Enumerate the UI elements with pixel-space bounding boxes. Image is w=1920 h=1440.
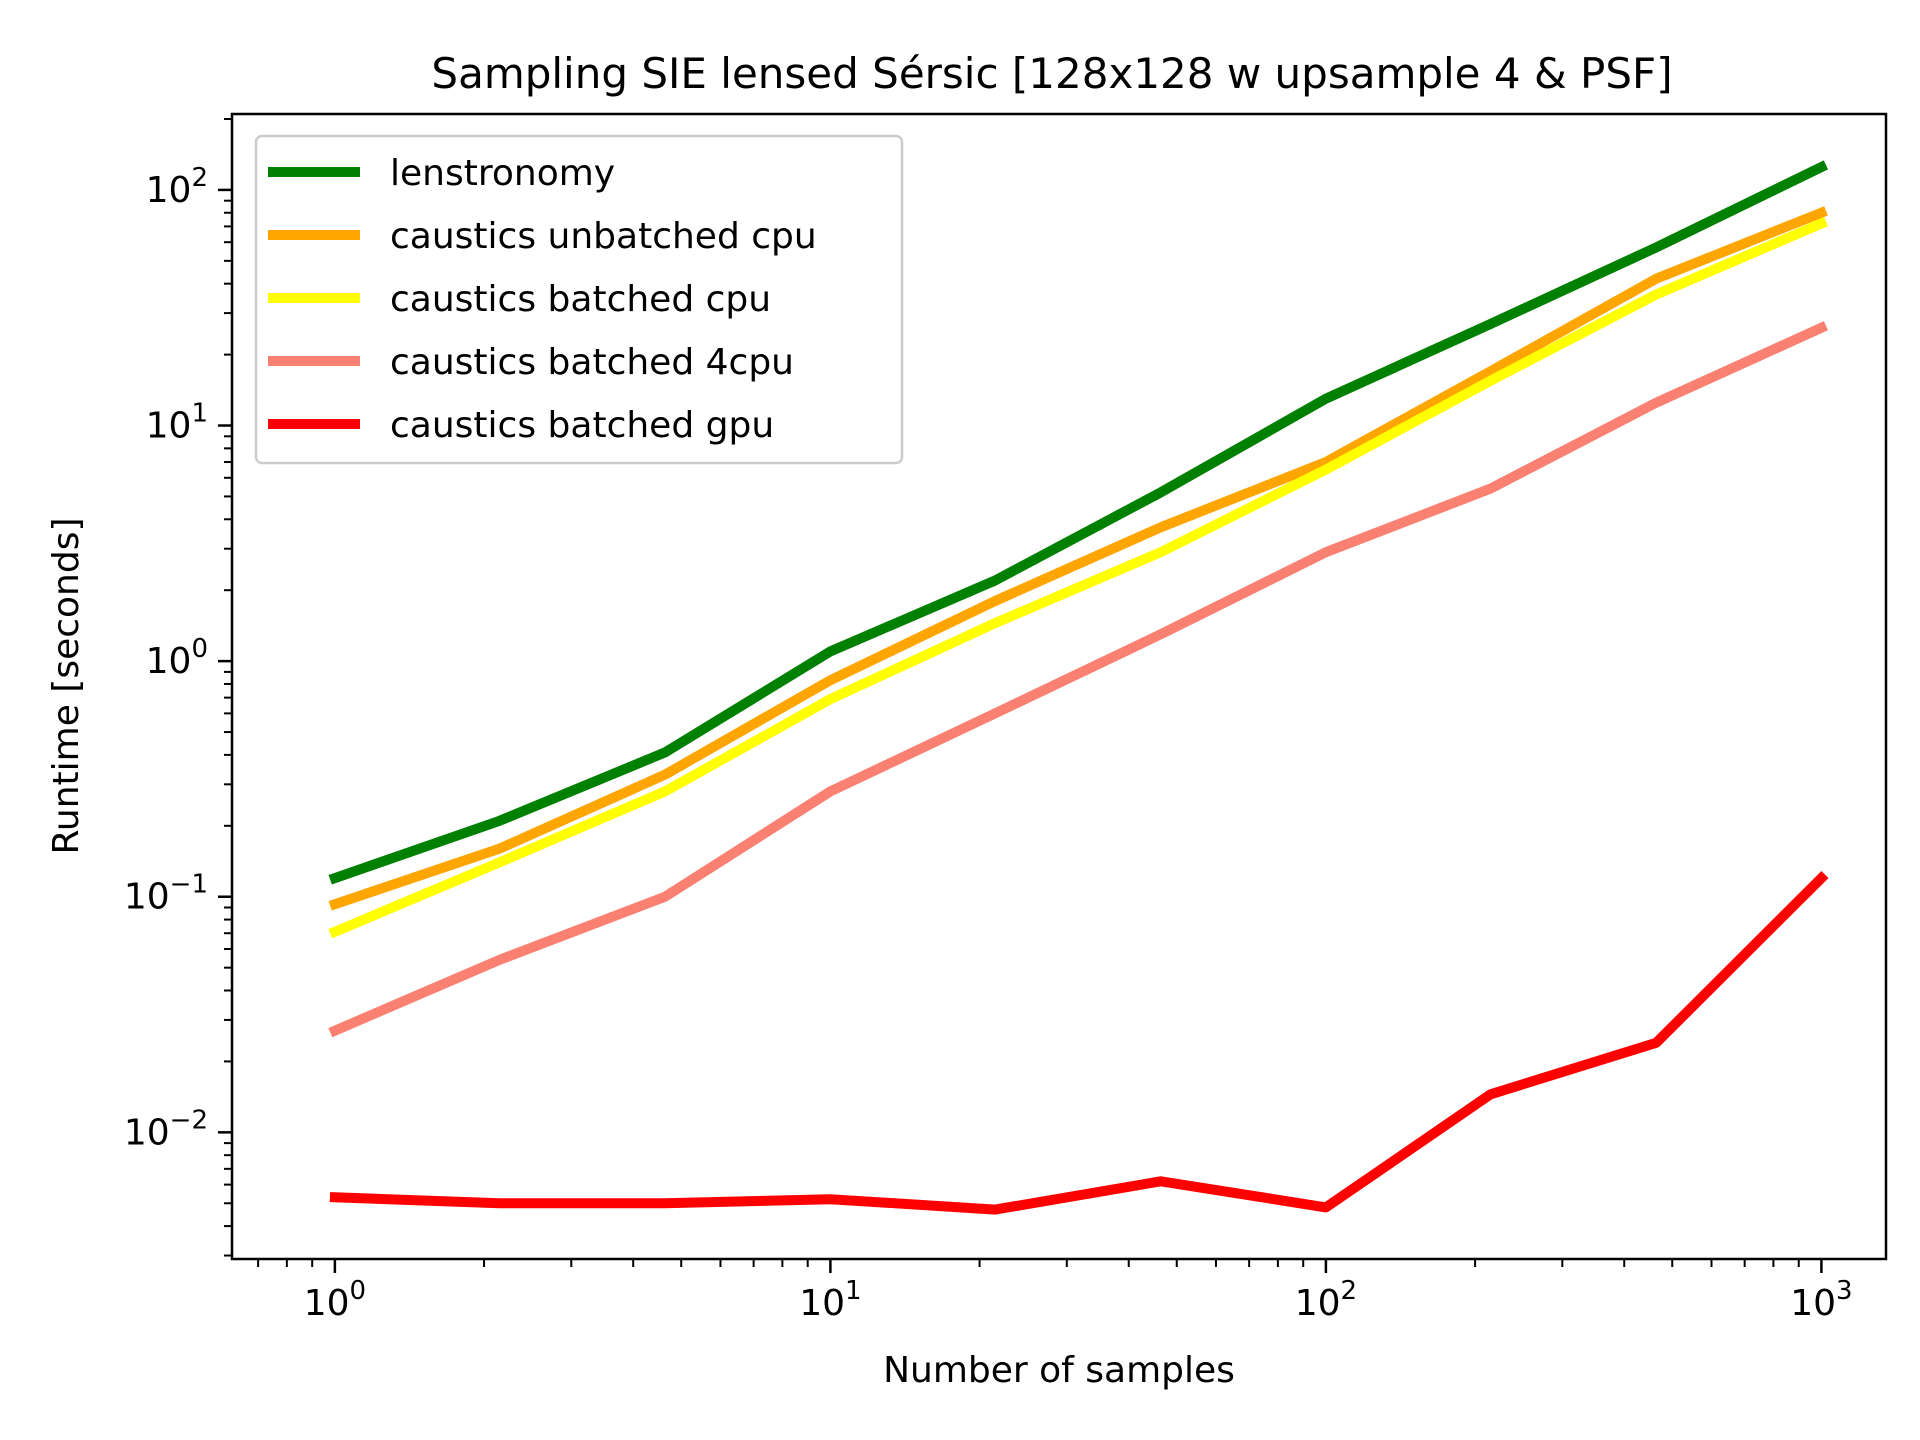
y-tick-label: 10−2 xyxy=(124,1105,208,1153)
x-tick-label: 103 xyxy=(1790,1276,1852,1324)
series-layer xyxy=(328,160,1829,1215)
x-axis-label: Number of samples xyxy=(883,1350,1235,1391)
legend-label: caustics unbatched cpu xyxy=(390,216,817,257)
y-tick-label: 100 xyxy=(146,634,208,682)
legend-label: caustics batched 4cpu xyxy=(390,342,794,383)
legend-label: lenstronomy xyxy=(390,153,615,194)
series-line-3 xyxy=(328,321,1829,1038)
y-axis-label: Runtime [seconds] xyxy=(46,517,87,854)
x-tick-label: 101 xyxy=(799,1276,861,1324)
legend-label: caustics batched gpu xyxy=(390,405,774,446)
series-line-4 xyxy=(329,871,1829,1215)
legend-box xyxy=(254,134,904,465)
ticks-layer: 100 101 102 103 10−2 10−1 100 101 102 xyxy=(124,117,1853,1324)
x-tick-label: 102 xyxy=(1295,1276,1357,1324)
legend: lenstronomy caustics unbatched cpu caustic… xyxy=(254,134,904,465)
series-line-2 xyxy=(328,216,1828,939)
series-line-1 xyxy=(328,206,1828,911)
y-tick-label: 10−1 xyxy=(124,870,208,918)
plot-frame xyxy=(230,112,1888,1261)
series-line-0 xyxy=(328,160,1829,885)
y-tick-label: 101 xyxy=(146,399,208,447)
y-tick-label: 102 xyxy=(146,163,208,211)
x-tick-label: 100 xyxy=(304,1276,366,1324)
chart-title: Sampling SIE lensed Sérsic [128x128 w up… xyxy=(431,49,1672,98)
legend-label: caustics batched cpu xyxy=(390,279,771,320)
